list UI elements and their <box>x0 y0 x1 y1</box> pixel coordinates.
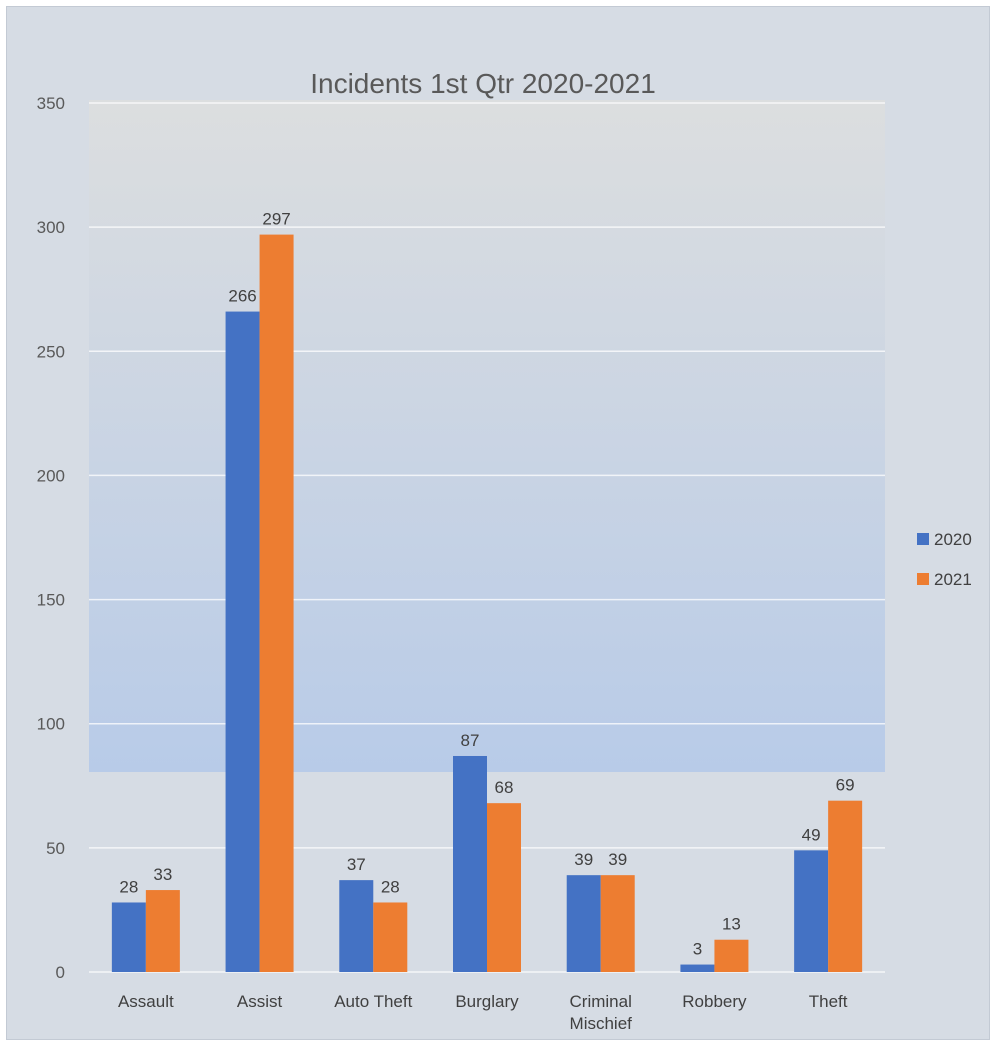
plot-area <box>89 100 885 772</box>
bar-2021 <box>714 939 749 972</box>
data-label: 69 <box>836 776 855 795</box>
legend-label: 2021 <box>934 570 972 589</box>
y-tick-label: 150 <box>37 591 65 610</box>
bar-2021 <box>145 890 180 972</box>
y-tick-label: 200 <box>37 466 65 485</box>
data-label: 39 <box>608 850 627 869</box>
bar-2021 <box>487 803 521 972</box>
category-label: Assault <box>118 992 174 1011</box>
bar-2021 <box>600 875 635 972</box>
data-label: 28 <box>119 877 138 896</box>
data-label: 37 <box>347 855 366 874</box>
category-label: Robbery <box>682 992 747 1011</box>
y-tick-label: 50 <box>46 839 65 858</box>
data-label: 13 <box>722 915 741 934</box>
data-label: 266 <box>228 287 256 306</box>
bar-2021 <box>828 800 863 972</box>
y-axis: 0 50 100 150 200 250 300 350 <box>37 94 65 982</box>
legend-label: 2020 <box>934 530 972 549</box>
category-label: Auto Theft <box>334 992 412 1011</box>
legend: 2020 2021 <box>917 530 972 589</box>
category-label: Mischief <box>570 1014 633 1033</box>
chart-title: Incidents 1st Qtr 2020-2021 <box>310 68 656 99</box>
legend-swatch <box>917 533 929 545</box>
y-tick-label: 350 <box>37 94 65 113</box>
bar-2020 <box>339 880 374 972</box>
bar-2021 <box>259 234 294 972</box>
data-label: 68 <box>495 778 514 797</box>
data-label: 33 <box>153 865 172 884</box>
bar-2020 <box>794 850 829 972</box>
bars <box>111 234 863 972</box>
y-tick-label: 100 <box>37 715 65 734</box>
data-label: 39 <box>574 850 593 869</box>
chart-frame: 0 50 100 150 200 250 300 350 28 33 266 297 37 28 87 68… <box>6 6 990 1040</box>
legend-swatch <box>917 573 929 585</box>
gridlines <box>89 102 885 973</box>
x-axis: Assault Assist Auto Theft Burglary Criminal M… <box>118 992 848 1033</box>
bar-2020 <box>566 875 601 972</box>
category-label: Burglary <box>455 992 519 1011</box>
data-label: 87 <box>461 731 480 750</box>
y-tick-label: 250 <box>37 342 65 361</box>
bar-2020 <box>111 902 146 972</box>
bar-2020 <box>225 311 260 972</box>
bar-2020 <box>453 755 487 972</box>
data-labels: 28 33 266 297 37 28 87 68 39 39 3 13 49 69 <box>119 210 854 959</box>
y-tick-label: 300 <box>37 218 65 237</box>
category-label: Criminal <box>570 992 632 1011</box>
category-label: Assist <box>237 992 283 1011</box>
bar-2020 <box>680 964 715 972</box>
data-label: 28 <box>381 877 400 896</box>
data-label: 49 <box>802 825 821 844</box>
category-label: Theft <box>809 992 848 1011</box>
y-tick-label: 0 <box>56 963 65 982</box>
data-label: 3 <box>693 940 702 959</box>
data-label: 297 <box>262 210 290 229</box>
bar-chart: 0 50 100 150 200 250 300 350 28 33 266 297 37 28 87 68… <box>37 68 972 1033</box>
bar-2021 <box>373 902 408 972</box>
